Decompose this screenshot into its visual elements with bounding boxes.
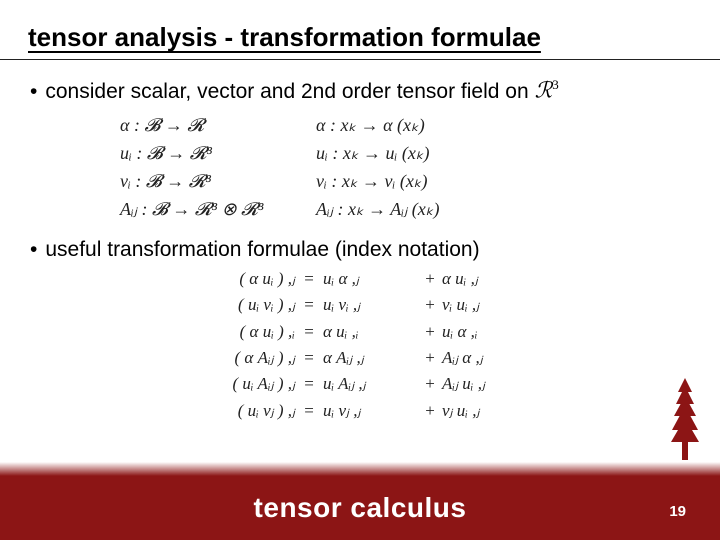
- decl-left: vᵢ : 𝓑 → 𝓡³: [120, 168, 290, 196]
- equals-sign: =: [295, 319, 323, 345]
- formula-term2: Aᵢⱼ α ,ⱼ: [442, 345, 537, 371]
- bullet-2-text: useful transformation formulae (index no…: [45, 238, 479, 262]
- bullet-marker: •: [30, 80, 37, 104]
- slide: tensor analysis - transformation formula…: [0, 0, 720, 540]
- title-bar: tensor analysis - transformation formula…: [0, 0, 720, 60]
- decl-row: uᵢ : 𝓑 → 𝓡³ uᵢ : xₖ → uᵢ (xₖ): [120, 140, 690, 168]
- formula-row: ( uᵢ vⱼ ) ,ⱼ=uᵢ vⱼ ,ⱼ+vⱼ uᵢ ,ⱼ: [180, 398, 690, 424]
- footer-bar: tensor calculus 19: [0, 476, 720, 540]
- formula-term2: uᵢ α ,ᵢ: [442, 319, 537, 345]
- decl-left: Aᵢⱼ : 𝓑 → 𝓡³ ⊗ 𝓡³: [120, 196, 290, 224]
- formula-term1: uᵢ α ,ⱼ: [323, 266, 418, 292]
- bullet-marker: •: [30, 238, 37, 262]
- decl-left: uᵢ : 𝓑 → 𝓡³: [120, 140, 290, 168]
- footer-gradient: [0, 462, 720, 476]
- decl-right: Aᵢⱼ : xₖ → Aᵢⱼ (xₖ): [316, 196, 439, 224]
- plus-sign: +: [418, 398, 442, 424]
- equals-sign: =: [295, 398, 323, 424]
- page-number: 19: [669, 503, 686, 520]
- bullet-1: • consider scalar, vector and 2nd order …: [30, 78, 690, 104]
- formula-lhs: ( α uᵢ ) ,ⱼ: [180, 266, 295, 292]
- formula-term2: vᵢ uᵢ ,ⱼ: [442, 292, 537, 318]
- decl-row: Aᵢⱼ : 𝓑 → 𝓡³ ⊗ 𝓡³ Aᵢⱼ : xₖ → Aᵢⱼ (xₖ): [120, 196, 690, 224]
- bullet-1-text: consider scalar, vector and 2nd order te…: [45, 80, 528, 104]
- decl-row: vᵢ : 𝓑 → 𝓡³ vᵢ : xₖ → vᵢ (xₖ): [120, 168, 690, 196]
- formula-row: ( α uᵢ ) ,ᵢ=α uᵢ ,ᵢ+uᵢ α ,ᵢ: [180, 319, 690, 345]
- equals-sign: =: [295, 266, 323, 292]
- formula-term2: α uᵢ ,ⱼ: [442, 266, 537, 292]
- decl-left: α : 𝓑 → 𝓡: [120, 112, 290, 140]
- formula-term1: α uᵢ ,ᵢ: [323, 319, 418, 345]
- formula-lhs: ( uᵢ Aᵢⱼ ) ,ⱼ: [180, 371, 295, 397]
- formula-lhs: ( uᵢ vⱼ ) ,ⱼ: [180, 398, 295, 424]
- plus-sign: +: [418, 319, 442, 345]
- slide-title: tensor analysis - transformation formula…: [28, 22, 692, 53]
- formula-term1: α Aᵢⱼ ,ⱼ: [323, 345, 418, 371]
- formula-term2: Aᵢⱼ uᵢ ,ⱼ: [442, 371, 537, 397]
- formula-row: ( α uᵢ ) ,ⱼ=uᵢ α ,ⱼ+α uᵢ ,ⱼ: [180, 266, 690, 292]
- decl-right: α : xₖ → α (xₖ): [316, 112, 425, 140]
- formula-row: ( uᵢ Aᵢⱼ ) ,ⱼ=uᵢ Aᵢⱼ ,ⱼ+Aᵢⱼ uᵢ ,ⱼ: [180, 371, 690, 397]
- formula-lhs: ( α Aᵢⱼ ) ,ⱼ: [180, 345, 295, 371]
- stanford-tree-icon: [668, 378, 702, 460]
- equals-sign: =: [295, 292, 323, 318]
- plus-sign: +: [418, 345, 442, 371]
- plus-sign: +: [418, 292, 442, 318]
- formula-lhs: ( α uᵢ ) ,ᵢ: [180, 319, 295, 345]
- equals-sign: =: [295, 371, 323, 397]
- formula-term1: uᵢ vᵢ ,ⱼ: [323, 292, 418, 318]
- transformation-formulae: ( α uᵢ ) ,ⱼ=uᵢ α ,ⱼ+α uᵢ ,ⱼ( uᵢ vᵢ ) ,ⱼ=…: [30, 262, 690, 424]
- decl-right: vᵢ : xₖ → vᵢ (xₖ): [316, 168, 427, 196]
- plus-sign: +: [418, 371, 442, 397]
- field-declarations: α : 𝓑 → 𝓡 α : xₖ → α (xₖ) uᵢ : 𝓑 → 𝓡³ uᵢ…: [30, 104, 690, 230]
- bullet-2: • useful transformation formulae (index …: [30, 238, 690, 262]
- footer-title: tensor calculus: [0, 476, 720, 540]
- plus-sign: +: [418, 266, 442, 292]
- formula-row: ( α Aᵢⱼ ) ,ⱼ=α Aᵢⱼ ,ⱼ+Aᵢⱼ α ,ⱼ: [180, 345, 690, 371]
- formula-row: ( uᵢ vᵢ ) ,ⱼ=uᵢ vᵢ ,ⱼ+vᵢ uᵢ ,ⱼ: [180, 292, 690, 318]
- decl-right: uᵢ : xₖ → uᵢ (xₖ): [316, 140, 429, 168]
- content-area: • consider scalar, vector and 2nd order …: [0, 60, 720, 424]
- formula-term1: uᵢ vⱼ ,ⱼ: [323, 398, 418, 424]
- r3-symbol: ℛ3: [535, 77, 559, 103]
- formula-term2: vⱼ uᵢ ,ⱼ: [442, 398, 537, 424]
- formula-lhs: ( uᵢ vᵢ ) ,ⱼ: [180, 292, 295, 318]
- equals-sign: =: [295, 345, 323, 371]
- decl-row: α : 𝓑 → 𝓡 α : xₖ → α (xₖ): [120, 112, 690, 140]
- formula-term1: uᵢ Aᵢⱼ ,ⱼ: [323, 371, 418, 397]
